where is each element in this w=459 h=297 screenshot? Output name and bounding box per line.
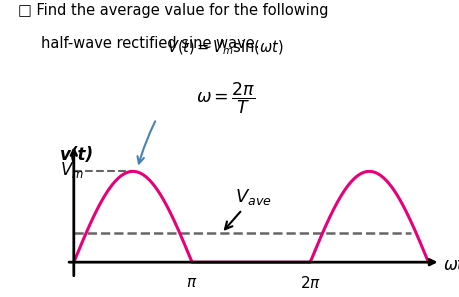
Text: $\omega t$: $\omega t$ [442,256,459,274]
Text: $\pi$: $\pi$ [186,275,197,290]
Text: □ Find the average value for the following: □ Find the average value for the followi… [18,3,328,18]
Text: $V(t) = V_m \sin(\omega t)$: $V(t) = V_m \sin(\omega t)$ [167,38,283,57]
Text: $V_m$: $V_m$ [59,160,83,181]
Text: v(t): v(t) [59,146,94,164]
Text: $2\pi$: $2\pi$ [299,275,320,291]
Text: $\omega = \dfrac{2\pi}{T}$: $\omega = \dfrac{2\pi}{T}$ [195,80,255,116]
Text: half-wave rectified sine wave.: half-wave rectified sine wave. [41,36,259,51]
Text: $V_{ave}$: $V_{ave}$ [224,187,271,229]
